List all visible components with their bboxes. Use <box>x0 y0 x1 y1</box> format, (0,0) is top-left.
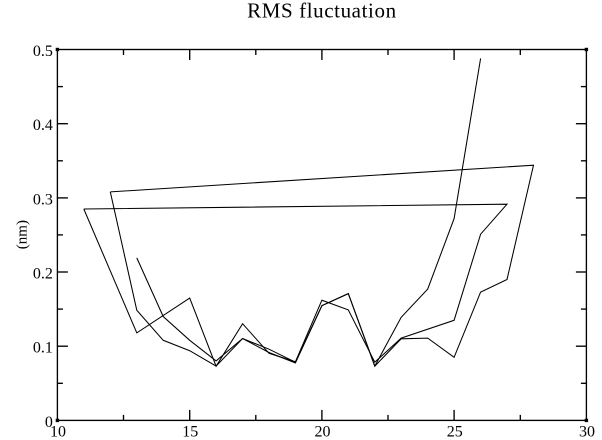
svg-text:0: 0 <box>45 414 53 431</box>
svg-text:20: 20 <box>315 424 331 440</box>
svg-text:15: 15 <box>182 424 198 440</box>
svg-text:0.2: 0.2 <box>33 265 53 282</box>
svg-text:0.1: 0.1 <box>33 340 53 357</box>
svg-text:(nm): (nm) <box>14 220 30 249</box>
svg-text:0.4: 0.4 <box>33 117 53 134</box>
svg-text:RMS fluctuation: RMS fluctuation <box>247 0 397 23</box>
svg-text:0.5: 0.5 <box>33 43 53 60</box>
svg-text:10: 10 <box>50 424 66 440</box>
svg-text:30: 30 <box>579 424 595 440</box>
svg-text:25: 25 <box>447 424 463 440</box>
svg-text:0.3: 0.3 <box>33 191 53 208</box>
